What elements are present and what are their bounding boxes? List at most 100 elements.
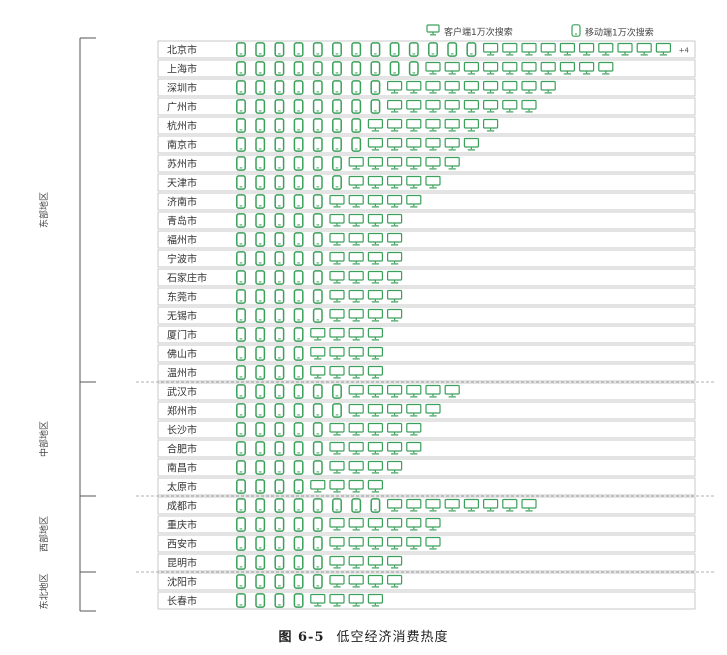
mobile-search-icon (274, 308, 285, 323)
mobile-search-icon (408, 61, 419, 76)
city-row: 合肥市 (157, 439, 696, 458)
mobile-search-icon (236, 327, 246, 342)
desktop-search-icon (348, 574, 364, 588)
desktop-search-icon (329, 327, 345, 341)
mobile-search-icon (293, 251, 304, 266)
mobile-search-icon (255, 137, 266, 152)
city-row: 佛山市 (157, 344, 696, 363)
desktop-search-icon (483, 61, 499, 75)
city-row: 昆明市 (157, 553, 696, 572)
mobile-search-icon (293, 536, 304, 551)
mobile-search-icon (255, 308, 266, 323)
desktop-search-icon (367, 365, 383, 379)
desktop-search-icon (387, 555, 403, 569)
mobile-search-icon (293, 346, 304, 361)
mobile-search-icon (351, 498, 362, 513)
desktop-search-icon (444, 118, 460, 132)
mobile-search-icon (274, 137, 285, 152)
desktop-search-icon (367, 175, 383, 189)
mobile-search-icon (274, 156, 285, 171)
mobile-search-icon (236, 194, 246, 209)
mobile-search-icon (274, 42, 285, 57)
desktop-search-icon (348, 555, 364, 569)
desktop-search-icon (329, 213, 345, 227)
mobile-search-icon (274, 99, 285, 114)
city-label: 厦门市 (167, 329, 197, 342)
desktop-search-icon (406, 498, 422, 512)
desktop-search-icon (406, 384, 422, 398)
mobile-search-icon (389, 42, 400, 57)
row-frame (157, 591, 696, 610)
desktop-search-icon (387, 441, 403, 455)
mobile-search-icon (332, 156, 342, 171)
city-label: 南昌市 (167, 462, 197, 475)
mobile-search-icon (274, 251, 285, 266)
mobile-search-icon (293, 213, 304, 228)
mobile-search-icon (236, 232, 246, 247)
pictograph-chart: 北京市 +4 上海市深圳市广州市杭州市南京市苏州市天津市济南市青岛市福州市宁波市石家… (38, 37, 714, 612)
desktop-search-icon (367, 251, 383, 265)
mobile-search-icon (332, 137, 342, 152)
mobile-search-icon (312, 175, 323, 190)
desktop-search-icon (367, 384, 383, 398)
mobile-search-icon (255, 422, 266, 437)
city-row: 东莞市 (157, 287, 696, 306)
city-label: 温州市 (167, 367, 197, 380)
city-label: 成都市 (167, 500, 197, 513)
city-label: 合肥市 (167, 443, 197, 456)
desktop-search-icon (367, 118, 383, 132)
mobile-search-icon (370, 80, 381, 95)
desktop-search-icon (367, 194, 383, 208)
mobile-search-icon (274, 80, 285, 95)
desktop-search-icon (425, 137, 441, 151)
mobile-search-icon (255, 270, 266, 285)
mobile-search-icon (351, 99, 362, 114)
desktop-search-icon (367, 289, 383, 303)
desktop-search-icon (387, 460, 403, 474)
desktop-search-icon (425, 498, 441, 512)
legend-mobile-label: 移动端1万次搜索 (585, 28, 654, 39)
mobile-search-icon (370, 42, 381, 57)
mobile-search-icon (255, 118, 266, 133)
desktop-search-icon (598, 42, 614, 56)
mobile-search-icon (255, 365, 266, 380)
mobile-search-icon (236, 365, 246, 380)
mobile-search-icon (274, 498, 285, 513)
desktop-search-icon (387, 498, 403, 512)
mobile-search-icon (236, 384, 246, 399)
desktop-search-icon (387, 517, 403, 531)
desktop-search-icon (463, 118, 479, 132)
mobile-search-icon (312, 555, 323, 570)
desktop-search-icon (329, 593, 345, 607)
mobile-search-icon (312, 80, 323, 95)
city-label: 北京市 (167, 44, 197, 57)
mobile-search-icon (255, 384, 266, 399)
row-frame (157, 230, 696, 249)
mobile-search-icon (274, 460, 285, 475)
row-frame (157, 287, 696, 306)
desktop-search-icon (617, 42, 633, 56)
mobile-search-icon (293, 365, 304, 380)
city-label: 西安市 (167, 538, 197, 551)
desktop-search-icon (329, 194, 345, 208)
desktop-search-icon (367, 441, 383, 455)
desktop-search-icon (387, 308, 403, 322)
desktop-search-icon (367, 308, 383, 322)
city-row: 杭州市 (157, 116, 696, 135)
mobile-search-icon (293, 80, 304, 95)
mobile-search-icon (312, 156, 323, 171)
desktop-search-icon (329, 289, 345, 303)
city-label: 广州市 (167, 101, 197, 114)
mobile-search-icon (274, 555, 285, 570)
row-frame (157, 249, 696, 268)
mobile-search-icon (293, 118, 304, 133)
mobile-search-icon (236, 308, 246, 323)
mobile-search-icon (293, 175, 304, 190)
desktop-search-icon (387, 384, 403, 398)
city-row: 武汉市 (157, 382, 696, 401)
desktop-search-icon (425, 517, 441, 531)
desktop-search-icon (348, 384, 364, 398)
city-label: 昆明市 (167, 557, 197, 570)
desktop-search-icon (521, 61, 537, 75)
